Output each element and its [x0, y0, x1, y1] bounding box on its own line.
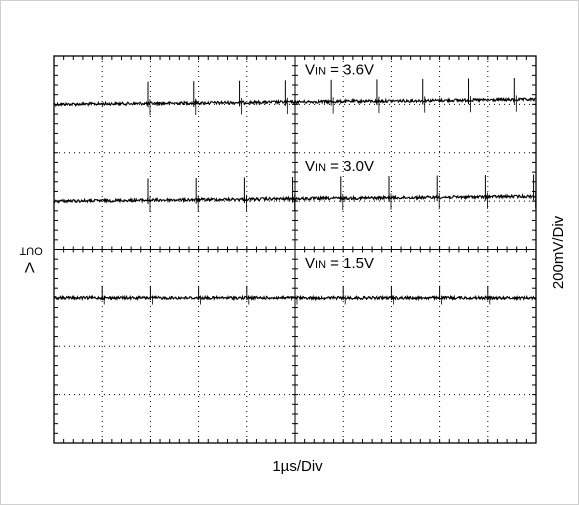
traces [53, 77, 537, 305]
trace-labels: VIN = 3.6V VIN = 3.0V VIN = 1.5V [305, 61, 374, 272]
x-scale-label: 1µs/Div [272, 458, 323, 475]
y-scale-label: 200mV/Div [550, 215, 568, 290]
graticule [53, 55, 537, 444]
trace-label: VIN = 1.5V [305, 255, 374, 272]
y-axis-label: VOUT [19, 243, 44, 276]
trace-label: VIN = 3.6V [305, 61, 374, 78]
trace-line [53, 96, 536, 107]
trace-label: VIN = 3.0V [305, 158, 374, 175]
